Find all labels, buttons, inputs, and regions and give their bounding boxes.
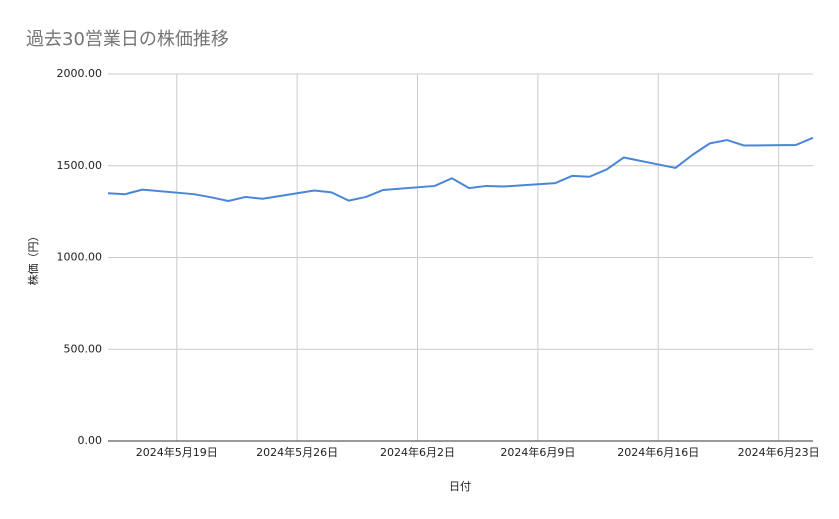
x-tick-label: 2024年6月9日 (500, 445, 575, 459)
data-line (107, 136, 814, 202)
y-tick-label: 1500.00 (57, 159, 103, 172)
x-tick-label: 2024年5月26日 (256, 445, 338, 459)
x-tick-label: 2024年5月19日 (136, 445, 218, 459)
x-tick-label: 2024年6月16日 (617, 445, 699, 459)
y-axis-label: 株価（円） (26, 231, 40, 286)
y-tick-label: 1000.00 (57, 251, 103, 264)
y-tick-label: 2000.00 (57, 67, 103, 80)
chart-title: 過去30営業日の株価推移 (26, 29, 229, 50)
x-axis-label: 日付 (449, 480, 471, 493)
x-tick-label: 2024年6月23日 (738, 445, 820, 459)
y-tick-label: 500.00 (64, 342, 103, 355)
x-tick-label: 2024年6月2日 (380, 445, 455, 459)
y-tick-label: 0.00 (78, 434, 103, 447)
